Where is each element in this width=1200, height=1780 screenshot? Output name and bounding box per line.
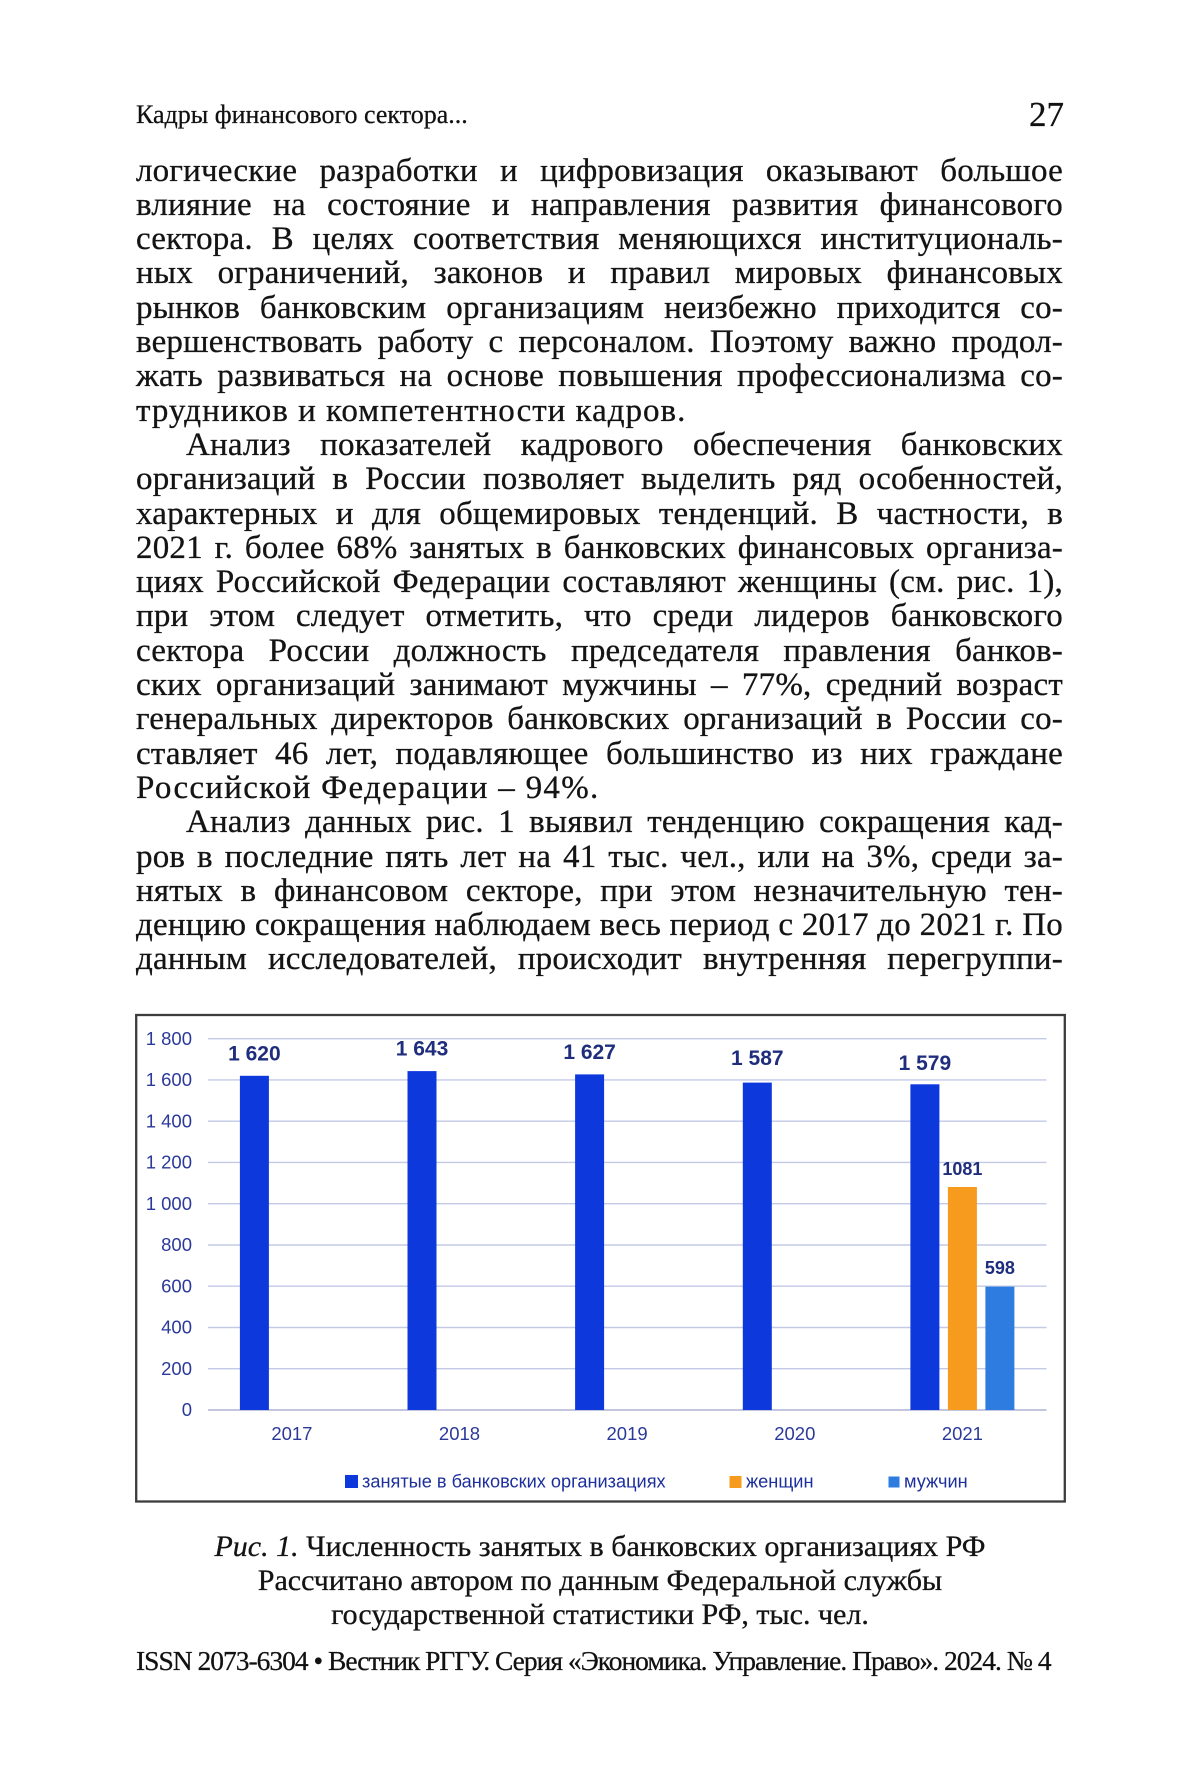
svg-text:2018: 2018 (439, 1423, 480, 1444)
svg-text:598: 598 (985, 1258, 1015, 1278)
svg-text:1 800: 1 800 (146, 1028, 192, 1049)
svg-text:2017: 2017 (271, 1423, 312, 1444)
svg-text:2020: 2020 (774, 1423, 815, 1444)
svg-text:1 400: 1 400 (146, 1110, 192, 1131)
svg-text:1081: 1081 (942, 1159, 982, 1179)
svg-text:женщин: женщин (746, 1472, 814, 1492)
svg-text:400: 400 (161, 1317, 192, 1338)
svg-text:0: 0 (182, 1399, 192, 1420)
svg-text:1 620: 1 620 (228, 1042, 281, 1065)
svg-text:1 579: 1 579 (899, 1052, 952, 1075)
svg-text:занятые в банковских организац: занятые в банковских организациях (362, 1472, 666, 1492)
svg-text:1 643: 1 643 (396, 1038, 449, 1061)
svg-text:1 627: 1 627 (563, 1041, 616, 1064)
svg-text:1 587: 1 587 (731, 1047, 784, 1070)
svg-text:1 200: 1 200 (146, 1152, 192, 1173)
svg-text:2021: 2021 (942, 1423, 983, 1444)
svg-text:1 600: 1 600 (146, 1069, 192, 1090)
svg-text:800: 800 (161, 1234, 192, 1255)
svg-text:200: 200 (161, 1358, 192, 1379)
svg-text:2019: 2019 (607, 1423, 648, 1444)
svg-text:мужчин: мужчин (904, 1472, 968, 1492)
svg-text:600: 600 (161, 1275, 192, 1296)
svg-text:1 000: 1 000 (146, 1193, 192, 1214)
